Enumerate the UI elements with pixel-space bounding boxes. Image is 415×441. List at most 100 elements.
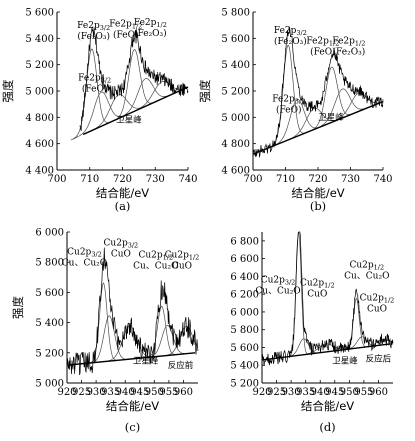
panel-b: 700 710 720 730 740 4 600 4 800 5 000 5 200 5 400… (198, 8, 393, 214)
peak-annotation: Cu2p1/2 CuO (300, 278, 335, 299)
peak-annotation: 卫星峰 (116, 115, 142, 126)
y-tick-label: 5 800 (221, 8, 250, 19)
fit-component (72, 91, 131, 140)
fit-component (115, 78, 176, 121)
x-tick-label: 710 (80, 174, 99, 185)
x-tick-label: 710 (276, 174, 295, 185)
x-tick-label: 920 (252, 387, 271, 398)
peak-annotation: Cu2p3/2 Cu、Cu₂O (62, 248, 107, 269)
x-axis-label: 结合能/eV (96, 186, 149, 200)
x-axis-label: 结合能/eV (106, 399, 159, 413)
x-axis-label: 结合能/eV (291, 186, 344, 200)
x-tick-label: 960 (174, 387, 193, 398)
peak-annotation: 卫星峰 (332, 355, 358, 366)
x-tick-label: 925 (72, 387, 91, 398)
spectrum-line (79, 27, 189, 132)
y-tick-label: 5 600 (221, 34, 250, 45)
x-tick-label: 730 (146, 174, 165, 185)
x-tick-label: 950 (340, 387, 359, 398)
y-tick-label: 5 600 (35, 288, 64, 299)
fit-component (85, 94, 152, 134)
spectrum-line (252, 26, 384, 158)
y-tick-label: 5 800 (230, 325, 259, 336)
fit-component (288, 231, 310, 357)
y-tick-label: 6 400 (230, 272, 259, 283)
x-tick-label: 700 (47, 174, 66, 185)
y-tick-label: 5 400 (35, 318, 64, 329)
y-axis-label: 强度 (198, 79, 212, 102)
y-tick-label: 4 400 (25, 166, 54, 177)
y-tick-label: 5 000 (221, 113, 250, 124)
y-tick-label: 5 600 (230, 343, 259, 354)
peak-annotation: Fe2p1/2 (Fe₂O₃) (134, 18, 167, 39)
x-tick-label: 940 (311, 387, 330, 398)
peak-annotation: 反应后 (366, 354, 392, 365)
peak-annotation: Cu2p1/2 CuO (165, 251, 200, 272)
background-line (252, 100, 384, 155)
x-tick-label: 960 (369, 387, 388, 398)
fit-component (111, 49, 157, 122)
peak-annotation: 卫星峰 (133, 355, 159, 366)
x-tick-label: 920 (57, 387, 76, 398)
peak-annotation: Fe2p3/2 (FeO) (272, 95, 305, 116)
peak-annotation: Cu2p1/2 CuO (360, 293, 395, 314)
y-tick-label: 5 000 (25, 87, 54, 98)
y-tick-label: 6 600 (230, 254, 259, 265)
peak-annotation: Fe2p3/2 (FeO) (78, 73, 111, 94)
y-tick-label: 5 200 (221, 87, 250, 98)
x-tick-label: 930 (282, 387, 301, 398)
x-tick-label: 940 (116, 387, 135, 398)
peak-annotation: Cu2p3/2 CuO (104, 239, 139, 260)
fit-component (128, 81, 189, 115)
x-tick-label: 740 (373, 174, 392, 185)
x-tick-label: 720 (113, 174, 132, 185)
y-axis-label: 强度 (1, 79, 15, 102)
y-tick-label: 5 600 (25, 8, 54, 19)
x-axis-label: 结合能/eV (301, 399, 354, 413)
background-line (82, 86, 189, 136)
y-tick-label: 4 800 (25, 113, 54, 124)
x-tick-label: 955 (159, 387, 178, 398)
fit-component (308, 66, 356, 133)
y-tick-label: 5 200 (25, 60, 54, 71)
y-tick-label: 5 400 (25, 34, 54, 45)
x-tick-label: 955 (354, 387, 373, 398)
panel-label: (c) (125, 420, 140, 434)
y-tick-label: 5 200 (35, 348, 64, 359)
y-tick-label: 4 800 (221, 139, 250, 150)
x-tick-label: 945 (130, 387, 149, 398)
fit-component (312, 88, 373, 131)
peak-annotation: Cu2p1/2 Cu、Cu₂O (133, 251, 178, 272)
y-tick-label: 5 400 (221, 60, 250, 71)
x-tick-label: 925 (267, 387, 286, 398)
y-tick-label: 4 600 (25, 139, 54, 150)
peak-annotation: Fe2p1/2 (FeO) (306, 37, 339, 58)
y-tick-label: 6 800 (230, 236, 259, 247)
spectrum-line (66, 247, 199, 376)
x-tick-label: 945 (325, 387, 344, 398)
y-axis-label: 强度 (11, 296, 25, 319)
x-tick-label: 700 (243, 174, 262, 185)
x-tick-label: 935 (101, 387, 120, 398)
panel-label: (a) (115, 199, 131, 213)
y-tick-label: 5 200 (230, 379, 259, 390)
y-tick-label: 6 200 (230, 290, 259, 301)
y-tick-label: 5 800 (35, 258, 64, 269)
peak-annotation: 卫星峰 (318, 112, 344, 123)
y-tick-label: 6 000 (35, 228, 64, 239)
x-tick-label: 950 (145, 387, 164, 398)
fit-component (70, 48, 113, 141)
x-tick-label: 930 (87, 387, 106, 398)
x-tick-label: 720 (308, 174, 327, 185)
peak-annotation: Fe2p3/2 (Fe₂O₃) (274, 26, 307, 47)
peak-annotation: 反应前 (168, 360, 194, 371)
y-tick-label: 6 000 (230, 307, 259, 318)
peak-annotation: Cu2p1/2 Cu、Cu₂O (344, 261, 389, 282)
spectrum-line (261, 231, 394, 366)
y-tick-label: 5 000 (35, 379, 64, 390)
x-tick-label: 935 (296, 387, 315, 398)
panel-label: (d) (319, 420, 335, 434)
x-tick-label: 730 (341, 174, 360, 185)
peak-annotation: Fe2p3/2 (Fe₂O₃) (77, 21, 110, 42)
